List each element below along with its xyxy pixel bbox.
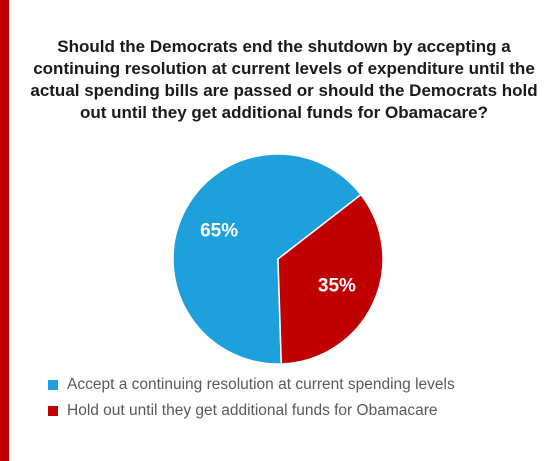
chart-title-line-3: actual spending bills are passed or shou… — [30, 81, 538, 100]
legend-item-accept: Accept a continuing resolution at curren… — [48, 374, 455, 396]
legend-item-hold-out: Hold out until they get additional funds… — [48, 400, 455, 422]
chart-title-line-2: continuing resolution at current levels … — [33, 59, 535, 78]
legend-label-hold-out: Hold out until they get additional funds… — [67, 402, 438, 419]
pie-slice-accept — [172, 153, 363, 365]
chart-title-line-4: out until they get additional funds for … — [79, 103, 489, 122]
chart-legend: Accept a continuing resolution at curren… — [48, 374, 455, 426]
chart-title: Should the Democrats end the shutdown by… — [24, 36, 544, 124]
chart-title-line-1: Should the Democrats end the shutdown by… — [57, 37, 511, 56]
accent-bar — [0, 0, 9, 461]
pie-label-hold-out: 35% — [318, 276, 356, 297]
pie-label-accept: 65% — [200, 220, 238, 241]
legend-label-accept: Accept a continuing resolution at curren… — [67, 376, 455, 393]
legend-swatch-hold-out — [48, 406, 58, 416]
legend-swatch-accept — [48, 380, 58, 390]
pie-slice-hold-out — [277, 193, 384, 365]
